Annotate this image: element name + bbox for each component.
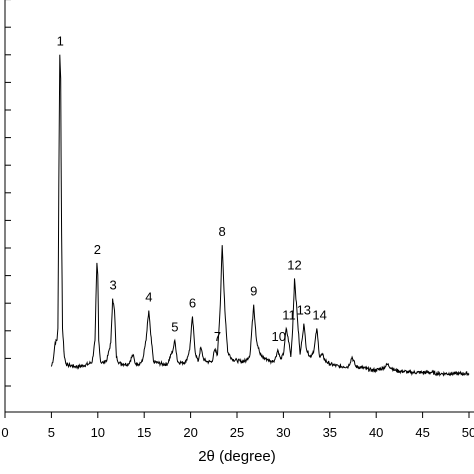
peak-label: 7: [214, 329, 221, 344]
peak-label: 9: [250, 284, 257, 299]
peak-label: 5: [171, 319, 178, 334]
x-tick-label: 10: [91, 425, 105, 440]
peak-label: 1: [57, 34, 64, 49]
x-tick-label: 40: [369, 425, 383, 440]
x-tick-label: 15: [137, 425, 151, 440]
peak-label: 14: [312, 307, 326, 322]
peak-label: 8: [219, 224, 226, 239]
x-tick-label: 45: [415, 425, 429, 440]
y-ticks: [5, 0, 11, 387]
peak-label: 4: [145, 290, 152, 305]
x-tick-label: 5: [48, 425, 55, 440]
series-line: [50, 54, 470, 377]
x-tick-label: 25: [230, 425, 244, 440]
x-axis-label: 2θ (degree): [198, 448, 276, 465]
x-tick-label: 50: [462, 425, 474, 440]
x-tick-label: 0: [1, 425, 8, 440]
peak-label: 12: [287, 257, 301, 272]
peak-label: 10: [272, 329, 286, 344]
x-tick-label: 20: [183, 425, 197, 440]
peak-label: 11: [282, 307, 296, 322]
peak-label: 13: [297, 303, 311, 318]
x-tick-label: 30: [276, 425, 290, 440]
x-ticks: 0 5 10 15 20 25 30 35 40 45 50: [1, 412, 474, 440]
peak-label: 2: [94, 242, 101, 257]
peak-label: 3: [109, 278, 116, 293]
x-tick-label: 35: [323, 425, 337, 440]
peak-label: 6: [189, 296, 196, 311]
